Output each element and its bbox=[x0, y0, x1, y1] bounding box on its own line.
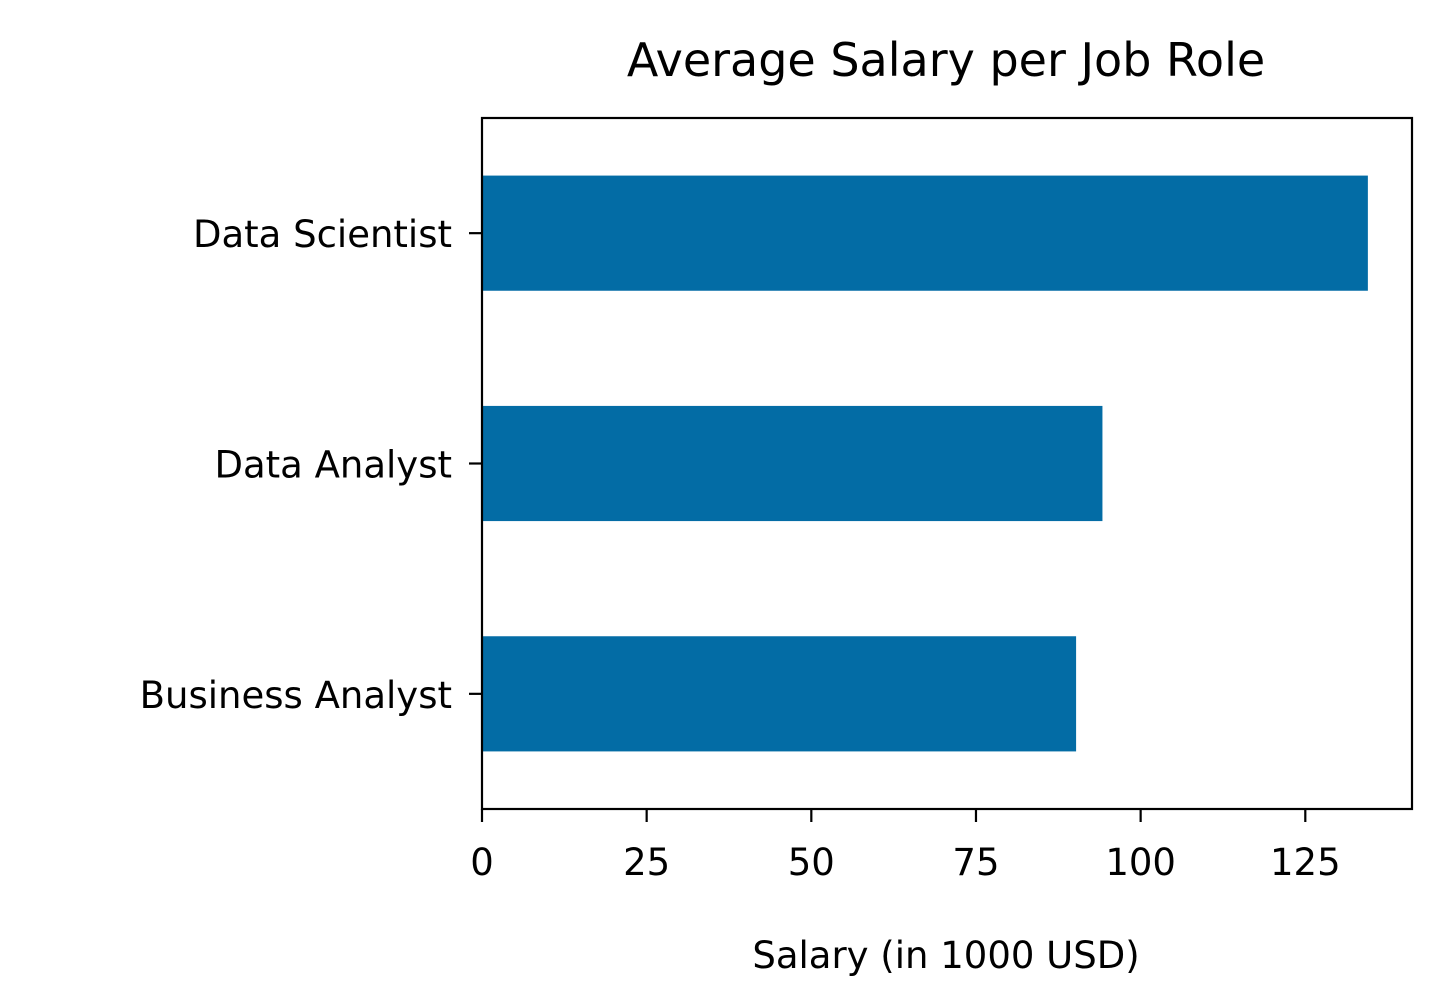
x-tick-label-100: 100 bbox=[1105, 841, 1176, 884]
x-tick-label-25: 25 bbox=[623, 841, 670, 884]
bars-group bbox=[482, 175, 1368, 752]
x-tick-label-75: 75 bbox=[952, 841, 999, 884]
bar-data-analyst bbox=[482, 405, 1103, 522]
chart-title: Average Salary per Job Role bbox=[627, 33, 1265, 87]
x-axis-label: Salary (in 1000 USD) bbox=[752, 934, 1139, 977]
bar-business-analyst bbox=[482, 636, 1077, 752]
x-tick-label-50: 50 bbox=[788, 841, 835, 884]
x-tick-label-0: 0 bbox=[470, 841, 494, 884]
y-tick-label-data-scientist: Data Scientist bbox=[193, 213, 452, 256]
plot-frame bbox=[480, 116, 1414, 811]
x-axis: 0 25 50 75 100 125 bbox=[470, 809, 1341, 884]
y-tick-label-data-analyst: Data Analyst bbox=[214, 444, 452, 487]
y-axis: Business Analyst Data Analyst Data Scienti… bbox=[140, 213, 482, 717]
x-tick-label-125: 125 bbox=[1270, 841, 1341, 884]
y-tick-label-business-analyst: Business Analyst bbox=[140, 674, 452, 717]
bar-data-scientist bbox=[482, 175, 1368, 291]
